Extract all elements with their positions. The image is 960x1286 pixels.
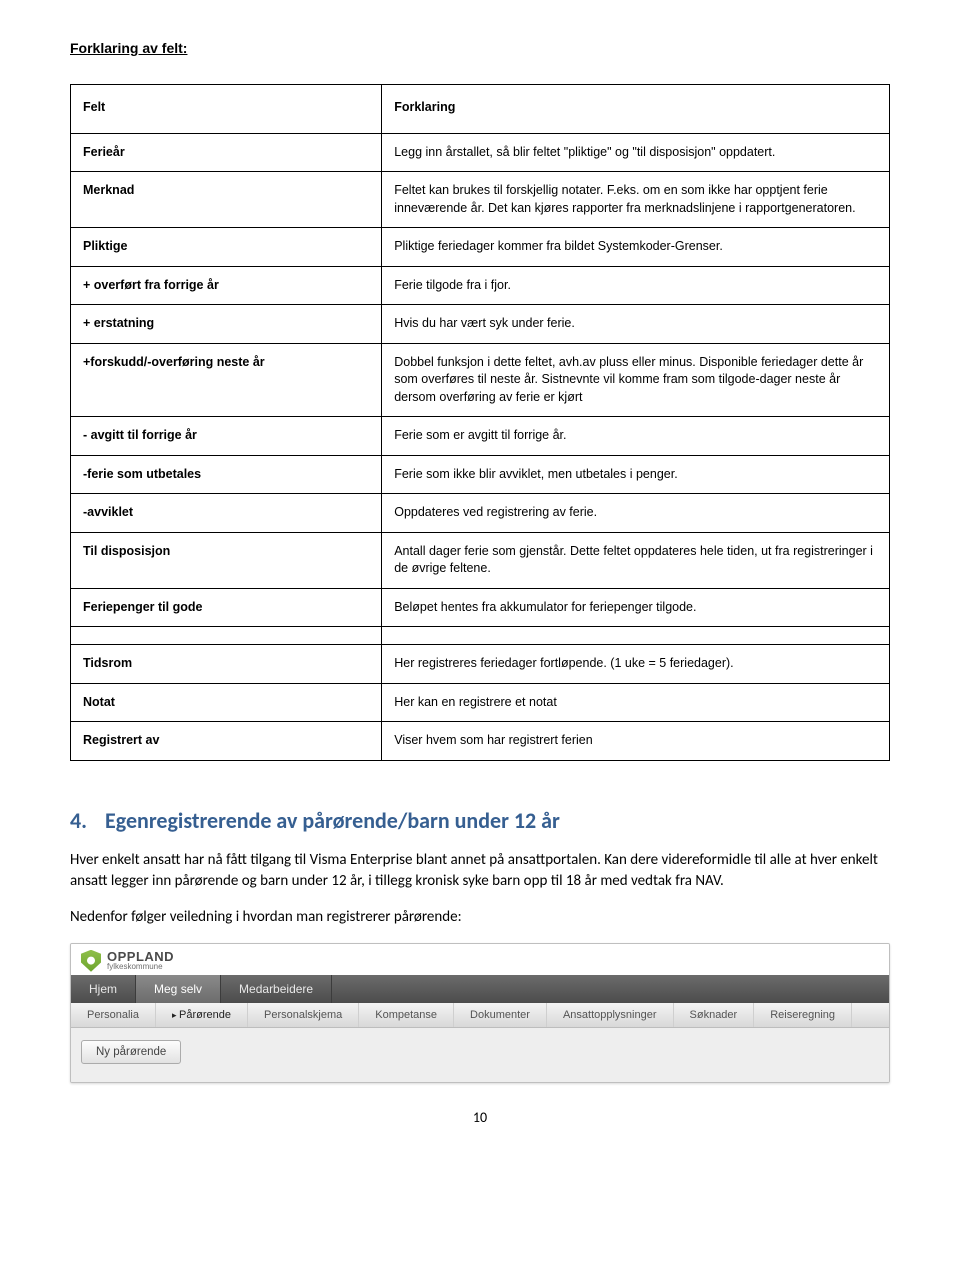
- nav-item-meg-selv[interactable]: Meg selv: [136, 975, 221, 1003]
- cell-right: Ferie som ikke blir avviklet, men utbeta…: [382, 455, 890, 494]
- cell-left: Tidsrom: [71, 645, 382, 684]
- app-logo-bar: OPPLAND fylkeskommune: [71, 944, 889, 975]
- logo-text: OPPLAND fylkeskommune: [107, 950, 174, 971]
- table-row: PliktigePliktige feriedager kommer fra b…: [71, 228, 890, 267]
- cell-left: Merknad: [71, 172, 382, 228]
- paragraph: Nedenfor følger veiledning i hvordan man…: [70, 907, 890, 929]
- cell-right: Her registreres feriedager fortløpende. …: [382, 645, 890, 684]
- cell-right: Ferie tilgode fra i fjor.: [382, 266, 890, 305]
- table-row: Registrert avViser hvem som har registre…: [71, 722, 890, 761]
- sub-item-reiseregning[interactable]: Reiseregning: [754, 1003, 852, 1027]
- cell-right: Beløpet hentes fra akkumulator for ferie…: [382, 588, 890, 627]
- table-row: +forskudd/-overføring neste årDobbel fun…: [71, 343, 890, 417]
- table-row: + erstatningHvis du har vært syk under f…: [71, 305, 890, 344]
- cell-right: Ferie som er avgitt til forrige år.: [382, 417, 890, 456]
- table-row: - avgitt til forrige årFerie som er avgi…: [71, 417, 890, 456]
- sub-item-personalia[interactable]: Personalia: [71, 1003, 156, 1027]
- table-row: -ferie som utbetalesFerie som ikke blir …: [71, 455, 890, 494]
- cell-left: Feriepenger til gode: [71, 588, 382, 627]
- nav-item-medarbeidere[interactable]: Medarbeidere: [221, 975, 332, 1003]
- cell-left: -avviklet: [71, 494, 382, 533]
- sub-item-parorende[interactable]: Pårørende: [156, 1003, 248, 1027]
- new-parorende-button[interactable]: Ny pårørende: [81, 1040, 181, 1064]
- heading-text: Egenregistrerende av pårørende/barn unde…: [105, 807, 560, 834]
- cell-right: Viser hvem som har registrert ferien: [382, 722, 890, 761]
- table-row: Feriepenger til godeBeløpet hentes fra a…: [71, 588, 890, 627]
- shield-icon: [81, 950, 101, 972]
- cell-right: Dobbel funksjon i dette feltet, avh.av p…: [382, 343, 890, 417]
- main-nav: Hjem Meg selv Medarbeidere: [71, 975, 889, 1003]
- paragraph: Hver enkelt ansatt har nå fått tilgang t…: [70, 850, 890, 894]
- cell-right: Oppdateres ved registrering av ferie.: [382, 494, 890, 533]
- sub-item-kompetanse[interactable]: Kompetanse: [359, 1003, 454, 1027]
- table-row: Til disposisjonAntall dager ferie som gj…: [71, 532, 890, 588]
- heading-number: 4.: [70, 807, 87, 834]
- header-forklaring: Forklaring: [382, 85, 890, 134]
- section-heading: 4. Egenregistrerende av pårørende/barn un…: [70, 807, 890, 834]
- cell-left: +forskudd/-overføring neste år: [71, 343, 382, 417]
- sub-item-ansattopplysninger[interactable]: Ansattopplysninger: [547, 1003, 674, 1027]
- table-row: FerieårLegg inn årstallet, så blir felte…: [71, 133, 890, 172]
- app-screenshot: OPPLAND fylkeskommune Hjem Meg selv Meda…: [70, 943, 890, 1083]
- cell-left: - avgitt til forrige år: [71, 417, 382, 456]
- cell-left: + overført fra forrige år: [71, 266, 382, 305]
- toolbar-area: Ny pårørende: [71, 1028, 889, 1082]
- cell-left: -ferie som utbetales: [71, 455, 382, 494]
- cell-left: Pliktige: [71, 228, 382, 267]
- table-row: TidsromHer registreres feriedager fortlø…: [71, 645, 890, 684]
- cell-left: + erstatning: [71, 305, 382, 344]
- table-row: MerknadFeltet kan brukes til forskjellig…: [71, 172, 890, 228]
- cell-left: Registrert av: [71, 722, 382, 761]
- table-row: NotatHer kan en registrere et notat: [71, 683, 890, 722]
- table-spacer: [71, 627, 890, 645]
- cell-right: Legg inn årstallet, så blir feltet "plik…: [382, 133, 890, 172]
- cell-left: Ferieår: [71, 133, 382, 172]
- table-row: + overført fra forrige årFerie tilgode f…: [71, 266, 890, 305]
- cell-left: Notat: [71, 683, 382, 722]
- definition-table: Felt Forklaring FerieårLegg inn årstalle…: [70, 84, 890, 761]
- cell-left: Til disposisjon: [71, 532, 382, 588]
- sub-item-personalskjema[interactable]: Personalskjema: [248, 1003, 359, 1027]
- sub-item-soknader[interactable]: Søknader: [674, 1003, 755, 1027]
- sub-item-dokumenter[interactable]: Dokumenter: [454, 1003, 547, 1027]
- cell-right: Pliktige feriedager kommer fra bildet Sy…: [382, 228, 890, 267]
- nav-item-hjem[interactable]: Hjem: [71, 975, 136, 1003]
- table-row: -avvikletOppdateres ved registrering av …: [71, 494, 890, 533]
- page-number: 10: [70, 1109, 890, 1126]
- section-label: Forklaring av felt:: [70, 40, 890, 56]
- header-felt: Felt: [71, 85, 382, 134]
- brand-sub: fylkeskommune: [107, 963, 174, 971]
- table-header-row: Felt Forklaring: [71, 85, 890, 134]
- cell-right: Feltet kan brukes til forskjellig notate…: [382, 172, 890, 228]
- cell-right: Her kan en registrere et notat: [382, 683, 890, 722]
- cell-right: Hvis du har vært syk under ferie.: [382, 305, 890, 344]
- sub-nav: Personalia Pårørende Personalskjema Komp…: [71, 1003, 889, 1028]
- cell-right: Antall dager ferie som gjenstår. Dette f…: [382, 532, 890, 588]
